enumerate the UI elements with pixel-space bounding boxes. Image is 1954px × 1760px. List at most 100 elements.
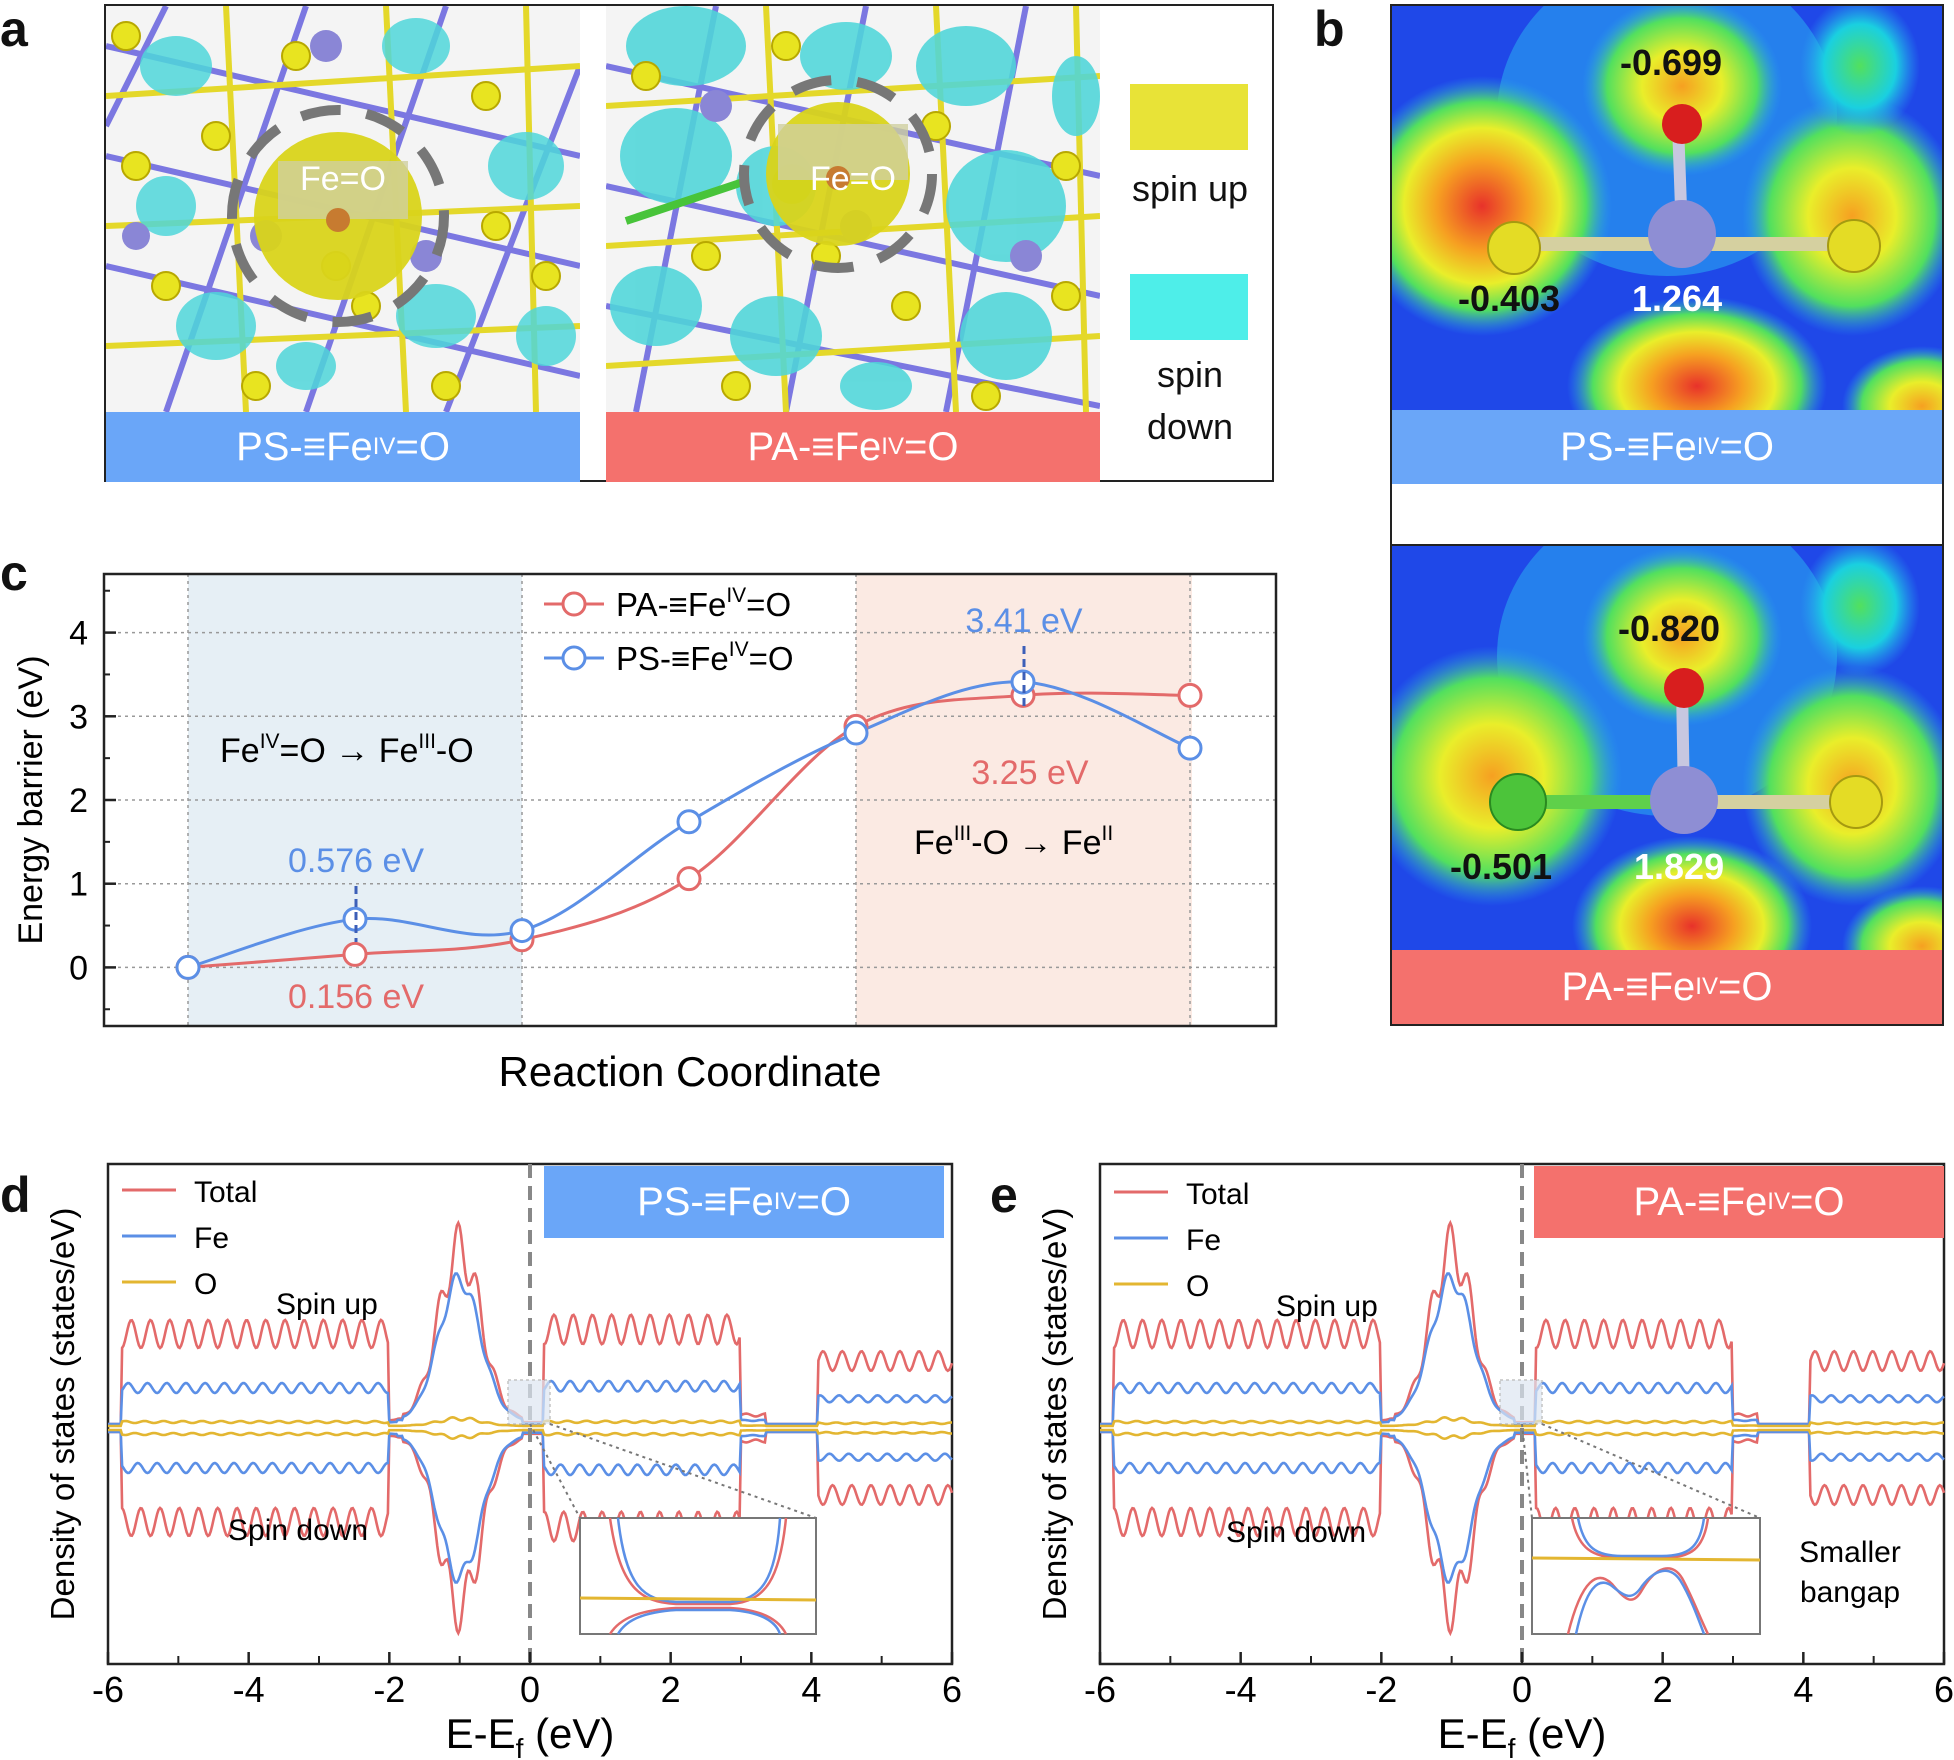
spin-up-label: Spin up: [276, 1288, 378, 1321]
zoom-guide-2: [1541, 1423, 1761, 1519]
bar-text-post: =O: [903, 424, 959, 469]
x-tick-label: -2: [1365, 1669, 1397, 1710]
annotation-ps-1: 0.576 eV: [288, 842, 424, 880]
dos-chart-pa: -6 -4 -2 0 2 4 6 Density of states (states/eV)…: [1036, 1162, 1954, 1760]
inset: [1531, 1517, 1761, 1635]
spin-density-ps: [106, 6, 580, 412]
zoom-box: [1499, 1379, 1543, 1425]
y-axis: 0 1 2 3 4: [69, 589, 116, 1011]
x-tick-label: -6: [92, 1669, 124, 1710]
bandgap-note-1: Smaller: [1799, 1536, 1901, 1569]
x-tick-label: 6: [942, 1669, 962, 1710]
data-point: [509, 918, 535, 944]
x-tick-label: -2: [373, 1669, 405, 1710]
y-tick-label: 1: [69, 866, 88, 904]
bar-text-pre: PS-≡Fe: [1560, 424, 1697, 469]
panel-label-e: e: [990, 1167, 1018, 1223]
y-axis-title: Density of states (states/eV): [44, 1208, 81, 1621]
bar-text-sup: IV: [1696, 433, 1720, 460]
legend-total: Total: [1186, 1178, 1249, 1211]
bar-text-sup: IV: [372, 433, 396, 460]
zoom-guide-1: [1521, 1423, 1533, 1519]
x-tick-label: 2: [661, 1669, 681, 1710]
y-axis-title: Energy barrier (eV): [12, 655, 50, 944]
panel-d-ps-bar: PS-≡Fe IV =O: [544, 1166, 944, 1238]
panel-label-b: b: [1314, 1, 1345, 57]
spin-down-label: Spin down: [228, 1514, 368, 1547]
bar-text-sup: IV: [881, 433, 904, 460]
bar-text-sup: IV: [1767, 1188, 1790, 1215]
x-tick-label: 4: [1793, 1669, 1813, 1710]
x-tick-label: -4: [233, 1669, 265, 1710]
legend: Total Fe O: [122, 1176, 257, 1301]
spin-down-label-2: down: [1146, 406, 1234, 447]
grid: [104, 574, 1276, 1026]
bar-text-post: =O: [395, 424, 450, 469]
panel-b-separator: [1392, 544, 1944, 546]
bandgap-note-2: bangap: [1800, 1576, 1900, 1609]
panel-b-frame: [1390, 4, 1944, 1026]
spin-down-label: Spin down: [1226, 1516, 1366, 1549]
spin-down-label-1: spin: [1156, 354, 1224, 395]
zoom-guide-2: [549, 1423, 817, 1519]
panel-label-c: c: [0, 545, 28, 601]
legend-fe: Fe: [1186, 1224, 1221, 1257]
charge-fe-pa: 1.829: [1634, 846, 1725, 887]
bar-text-sup: IV: [773, 1188, 797, 1215]
legend-o: O: [194, 1268, 217, 1301]
data-point: [1177, 735, 1203, 761]
x-tick-label: -4: [1225, 1669, 1257, 1710]
y-axis-title: Density of states (states/eV): [1036, 1208, 1073, 1621]
data-point: [676, 809, 702, 835]
x-tick-label: 4: [801, 1669, 821, 1710]
charge-s-ps: -0.403: [1458, 278, 1561, 319]
annotation-ps-2: 3.41 eV: [965, 602, 1083, 640]
x-tick-label: 0: [1512, 1669, 1532, 1710]
bar-text-pre: PS-≡Fe: [236, 424, 373, 469]
bar-text-post: =O: [796, 1179, 851, 1224]
inset: [579, 1517, 817, 1635]
bar-text-post: =O: [1717, 964, 1773, 1009]
charge-map-pa: [1392, 546, 1942, 950]
spin-up-swatch: [1130, 84, 1248, 150]
x-tick-label: 2: [1653, 1669, 1673, 1710]
y-tick-label: 2: [69, 782, 88, 820]
spin-up-label: Spin up: [1276, 1290, 1378, 1323]
bar-text-post: =O: [1789, 1179, 1845, 1224]
spin-density-pa: [606, 6, 1100, 412]
spin-down-swatch: [1130, 274, 1248, 340]
bar-text-pre: PA-≡Fe: [747, 424, 882, 469]
data-point: [676, 866, 702, 892]
legend-o: O: [1186, 1270, 1209, 1303]
charge-o-ps: -0.699: [1620, 42, 1723, 83]
legend-total: Total: [194, 1176, 257, 1209]
annotation-pa-1: 0.156 eV: [288, 978, 424, 1016]
panel-e-pa-bar: PA-≡Fe IV =O: [1534, 1166, 1944, 1238]
fe-o-label-left: Fe=O: [300, 160, 386, 198]
charge-o-pa: -0.820: [1618, 608, 1721, 649]
annotation-pa-2: 3.25 eV: [971, 754, 1089, 792]
x-tick-label: 0: [520, 1669, 540, 1710]
region-2-label: FeIII-O → FeII: [914, 822, 1113, 862]
legend-ps: PS-≡FeIV=O: [616, 638, 794, 677]
data-point: [175, 954, 201, 980]
legend-fe: Fe: [194, 1222, 229, 1255]
panel-label-a: a: [0, 1, 28, 57]
panel-label-d: d: [0, 1167, 31, 1223]
spin-up-label: spin up: [1131, 168, 1249, 209]
y-tick-label: 4: [69, 615, 88, 653]
x-tick-label: 6: [1934, 1669, 1954, 1710]
data-point: [1177, 682, 1203, 708]
legend: PA-≡FeIV=O PS-≡FeIV=O: [544, 584, 794, 677]
bar-text-pre: PA-≡Fe: [1633, 1179, 1768, 1224]
panel-b-pa-bar: PA-≡Fe IV =O: [1392, 950, 1942, 1024]
data-point: [342, 941, 368, 967]
panel-a-pa-bar: PA-≡Fe IV =O: [606, 412, 1100, 482]
charge-fe-ps: 1.264: [1632, 278, 1723, 319]
bar-text-pre: PA-≡Fe: [1561, 964, 1696, 1009]
x-axis: -6 -4 -2 0 2 4 6: [1084, 1652, 1954, 1710]
legend: Total Fe O: [1114, 1178, 1249, 1303]
bar-text-pre: PS-≡Fe: [637, 1179, 774, 1224]
region-1-label: FeIV=O → FeIII-O: [220, 730, 474, 770]
y-tick-label: 3: [69, 698, 88, 736]
